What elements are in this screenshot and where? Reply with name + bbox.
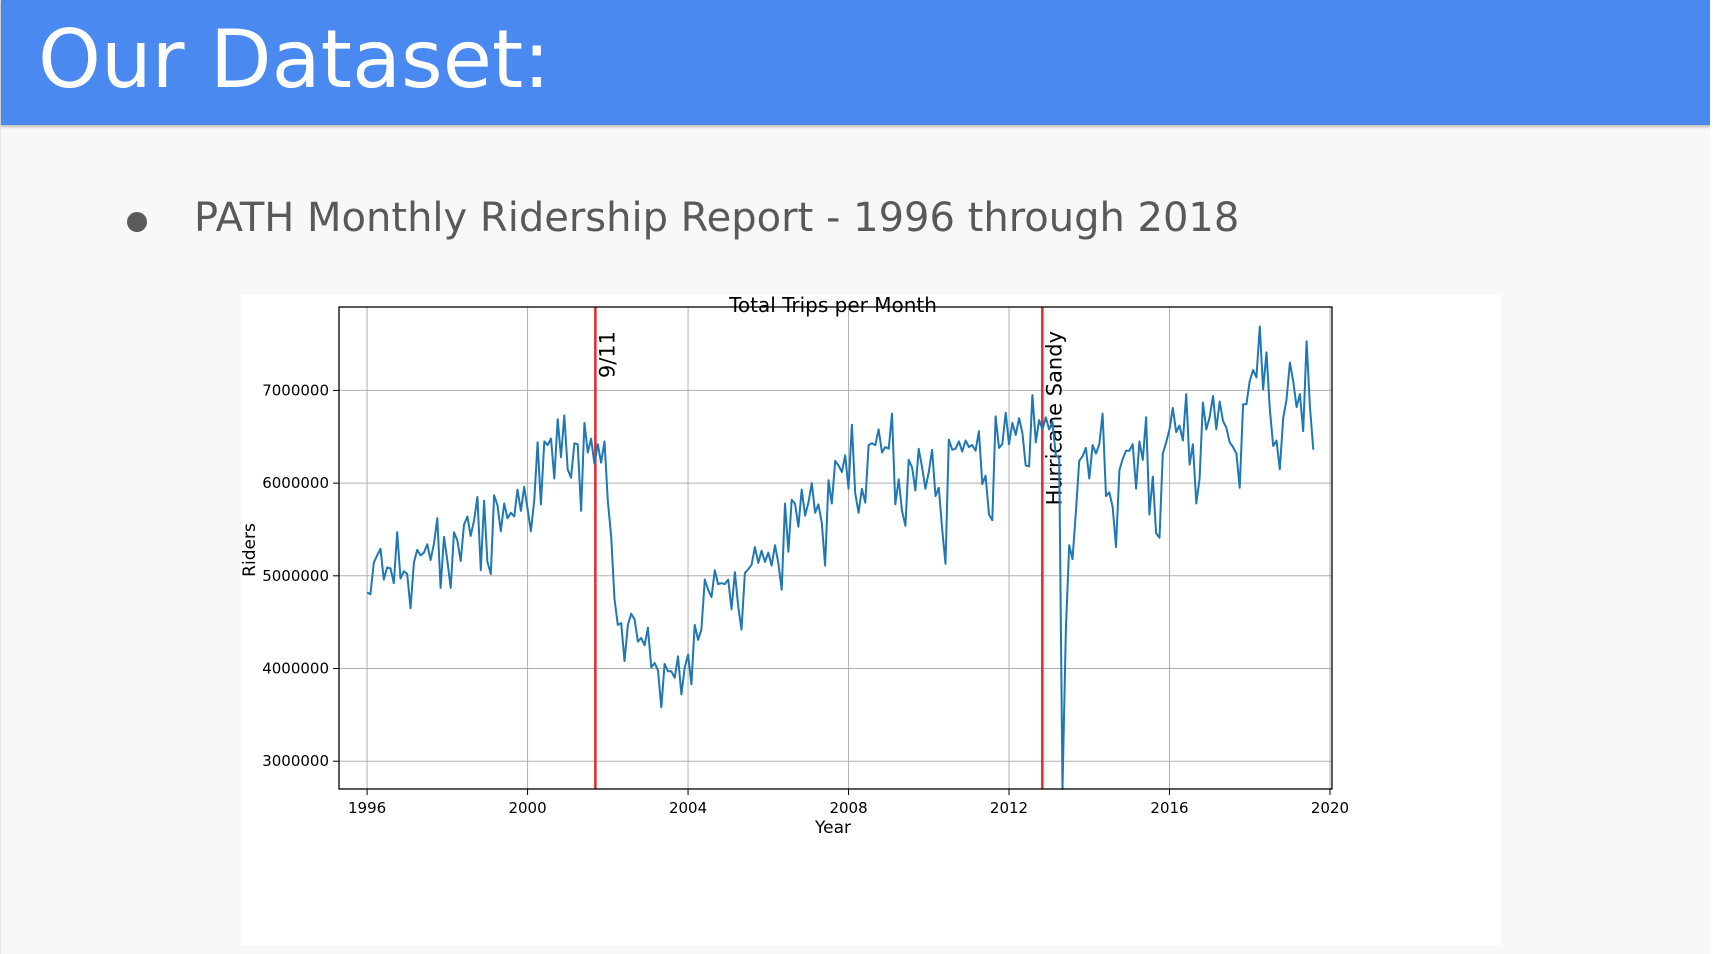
ridership-chart: Total Trips per Month 9/11 Hurricane Sand…: [240, 293, 1501, 945]
x-axis-label: Year: [814, 818, 851, 838]
y-axis-ticks: 3000000 4000000 5000000 6000000 7000000: [262, 381, 339, 770]
x-tick-label: 1996: [348, 799, 386, 817]
y-tick-label: 4000000: [262, 660, 329, 678]
x-tick-label: 2008: [829, 799, 867, 817]
event-markers: 9/11 Hurricane Sandy: [594, 307, 1066, 789]
y-tick-label: 3000000: [262, 752, 329, 770]
x-tick-label: 2016: [1150, 799, 1188, 817]
grid-lines: [339, 307, 1332, 789]
chart-title: Total Trips per Month: [728, 295, 937, 317]
x-axis-ticks: 1996 2000 2004 2008 2012 2016 2020: [348, 789, 1349, 817]
page-margin: [1710, 0, 1722, 954]
x-tick-label: 2012: [990, 799, 1028, 817]
bullet-text: PATH Monthly Ridership Report - 1996 thr…: [194, 195, 1240, 241]
y-tick-label: 7000000: [262, 381, 329, 399]
y-tick-label: 6000000: [262, 474, 329, 492]
y-axis-label: Riders: [241, 523, 260, 577]
chart-svg: Total Trips per Month 9/11 Hurricane Sand…: [240, 293, 1349, 838]
bullet-dot-icon: [127, 212, 147, 232]
ridership-series-line: [366, 325, 1315, 790]
x-tick-label: 2000: [508, 799, 546, 817]
slide-title: Our Dataset:: [38, 13, 551, 106]
slide-header: Our Dataset:: [1, 0, 1711, 125]
event-label: 9/11: [595, 331, 619, 378]
x-tick-label: 2020: [1311, 799, 1349, 817]
plot-frame: [338, 306, 1333, 790]
x-tick-label: 2004: [669, 799, 707, 817]
y-tick-label: 5000000: [262, 567, 329, 585]
